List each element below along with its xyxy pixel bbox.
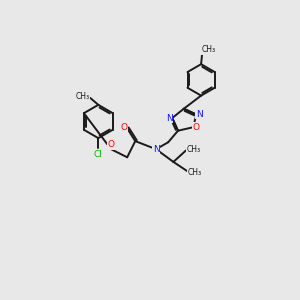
- Text: N: N: [166, 113, 173, 122]
- Text: O: O: [193, 123, 200, 132]
- Text: Cl: Cl: [94, 150, 103, 159]
- Text: O: O: [120, 123, 127, 132]
- Text: N: N: [153, 145, 159, 154]
- Text: O: O: [107, 140, 115, 149]
- Text: CH₃: CH₃: [76, 92, 90, 100]
- Text: CH₃: CH₃: [202, 45, 216, 54]
- Text: CH₃: CH₃: [186, 145, 200, 154]
- Text: N: N: [196, 110, 202, 119]
- Text: CH₃: CH₃: [188, 168, 202, 177]
